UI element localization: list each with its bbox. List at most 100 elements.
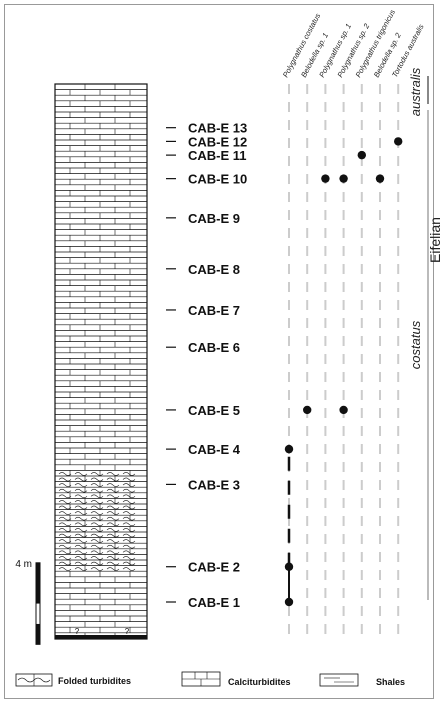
fold-mark bbox=[58, 528, 72, 532]
scale-bar-segment bbox=[36, 562, 40, 604]
fold-mark bbox=[122, 505, 136, 510]
sample-label: CAB-E 10 bbox=[188, 172, 247, 187]
taxon-range-lines bbox=[287, 84, 400, 639]
sample-label: CAB-E 9 bbox=[188, 211, 240, 226]
fold-mark bbox=[106, 533, 120, 538]
fold-mark bbox=[106, 477, 120, 482]
fold-mark bbox=[90, 516, 104, 521]
fold-mark bbox=[58, 539, 72, 543]
lithology-column: ?? bbox=[54, 83, 148, 640]
fold-mark bbox=[122, 494, 136, 499]
fold-mark bbox=[122, 511, 136, 515]
fold-mark bbox=[90, 556, 104, 560]
legend-label: Shales bbox=[376, 677, 405, 687]
fold-mark bbox=[74, 516, 88, 521]
fold-mark bbox=[122, 477, 136, 482]
fold-mark bbox=[122, 539, 136, 543]
fold-mark bbox=[106, 528, 120, 532]
fold-mark bbox=[58, 556, 72, 560]
fold-mark bbox=[58, 522, 72, 527]
sample-label: CAB-E 13 bbox=[188, 121, 247, 136]
legend-swatch-shales bbox=[319, 673, 359, 687]
fold-mark bbox=[74, 567, 88, 571]
legend-label: Folded turbidites bbox=[58, 676, 131, 686]
fold-mark bbox=[106, 500, 120, 504]
fold-mark bbox=[90, 500, 104, 504]
fold-mark bbox=[90, 539, 104, 543]
fold-mark bbox=[74, 556, 88, 560]
legend-label: Calciturbidites bbox=[228, 677, 291, 687]
fold-mark bbox=[106, 511, 120, 515]
fold-mark bbox=[90, 505, 104, 510]
fold-mark bbox=[106, 544, 120, 549]
fold-mark bbox=[122, 528, 136, 532]
occurrence-dots bbox=[284, 137, 403, 607]
occurrence-dot bbox=[357, 150, 366, 160]
occurrence-dot bbox=[284, 444, 294, 454]
fold-mark bbox=[74, 533, 88, 538]
sample-label: CAB-E 3 bbox=[188, 477, 240, 492]
fold-mark bbox=[106, 516, 120, 521]
sample-label: CAB-E 8 bbox=[188, 262, 240, 277]
fold-mark bbox=[58, 550, 72, 555]
lithology-legend: Folded turbidites Calciturbidites Shales bbox=[15, 671, 405, 687]
zone-label: australis bbox=[408, 67, 423, 116]
sample-label: CAB-E 7 bbox=[188, 303, 240, 318]
fold-mark bbox=[58, 544, 72, 549]
fold-mark bbox=[122, 500, 136, 504]
fold-mark bbox=[74, 483, 88, 487]
fold-mark bbox=[122, 544, 136, 549]
sample-label: CAB-E 6 bbox=[188, 340, 240, 355]
fold-mark bbox=[106, 472, 120, 476]
occurrence-dot bbox=[303, 405, 312, 415]
sample-label: CAB-E 5 bbox=[188, 403, 240, 418]
fold-mark bbox=[90, 483, 104, 487]
fold-mark bbox=[90, 477, 104, 482]
fold-mark bbox=[122, 556, 136, 560]
fold-mark bbox=[122, 472, 136, 476]
fold-mark bbox=[106, 522, 120, 527]
biozones: australis costatus Eifelian bbox=[408, 67, 440, 600]
column-outline bbox=[54, 83, 148, 640]
fold-mark bbox=[58, 483, 72, 487]
occurrence-dot bbox=[339, 174, 348, 183]
fold-mark bbox=[58, 516, 72, 521]
fold-mark bbox=[58, 505, 72, 510]
fold-mark bbox=[122, 488, 136, 493]
fold-mark bbox=[90, 494, 104, 499]
fold-mark bbox=[90, 528, 104, 532]
scale-bar: 4 m bbox=[15, 559, 41, 645]
occurrence-dot bbox=[284, 597, 294, 607]
sample-label: CAB-E 12 bbox=[188, 134, 247, 149]
fold-mark bbox=[74, 539, 88, 543]
fold-mark bbox=[122, 567, 136, 571]
column-base bbox=[55, 635, 147, 639]
sample-label: CAB-E 4 bbox=[188, 442, 241, 457]
fold-mark bbox=[122, 550, 136, 555]
fold-mark bbox=[106, 567, 120, 571]
fold-mark bbox=[74, 550, 88, 555]
scale-bar-segment bbox=[36, 623, 40, 645]
occurrence-dot bbox=[394, 137, 403, 146]
fold-mark bbox=[74, 511, 88, 515]
fold-mark bbox=[90, 567, 104, 571]
fold-mark bbox=[58, 494, 72, 499]
figure-frame bbox=[4, 4, 434, 699]
fold-mark bbox=[90, 544, 104, 549]
fold-mark bbox=[58, 488, 72, 493]
fold-mark bbox=[90, 511, 104, 515]
fold-mark bbox=[106, 483, 120, 487]
fold-mark bbox=[106, 561, 120, 566]
fold-mark bbox=[122, 561, 136, 566]
column-beds bbox=[55, 84, 147, 639]
fold-mark bbox=[106, 556, 120, 560]
unknown-lithology-mark: ? bbox=[125, 627, 130, 636]
fold-mark bbox=[106, 494, 120, 499]
fold-mark bbox=[74, 528, 88, 532]
fold-mark bbox=[106, 539, 120, 543]
fold-mark bbox=[90, 550, 104, 555]
fold-mark bbox=[58, 472, 72, 476]
fold-mark bbox=[106, 550, 120, 555]
